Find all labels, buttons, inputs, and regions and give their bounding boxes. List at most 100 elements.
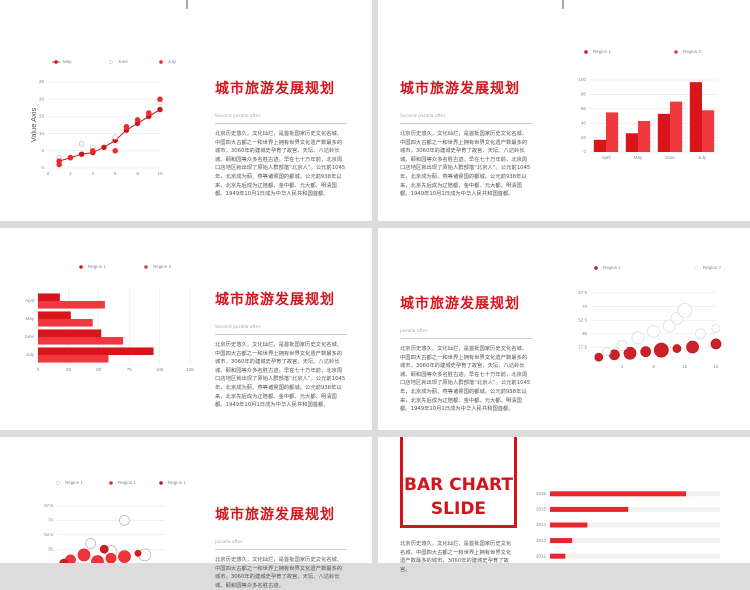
slide-body: 北京历史悠久，文化灿烂，是首批国家历史文化名城、中国四大古都之一和世界上拥有世界… [215, 342, 346, 409]
y-tick-label: 60 [581, 106, 587, 111]
point [123, 123, 130, 130]
y-tick-label: 2012 [536, 553, 547, 558]
x-tick-label: 0 [47, 171, 50, 176]
y-tick-label: 15 [39, 114, 45, 119]
y-tick-label: 40 [581, 120, 587, 125]
bubble [662, 319, 676, 333]
slide [378, 228, 750, 430]
y-tick-label: 87.5 [44, 503, 53, 508]
slide-subtitle: paralla after [400, 329, 532, 339]
bubble [99, 544, 109, 554]
x-tick-label: 4 [621, 364, 624, 369]
point [157, 96, 163, 102]
bar [550, 553, 566, 559]
slide-title: BAR CHART [404, 475, 513, 495]
y-tick-label: 2014 [536, 522, 547, 527]
bar [38, 293, 60, 301]
x-tick-label: 100 [156, 367, 164, 372]
legend-marker [674, 50, 678, 54]
bar [625, 133, 638, 152]
bar [38, 355, 109, 363]
text-block: 城市旅游发展规划 Second paralla after 北京历史悠久，文化灿… [215, 78, 347, 199]
chart: Region 1 Region 2 17.5 35 52.5 70 87.5 4 8 12 16 [578, 265, 721, 369]
y-tick-label: 25 [39, 79, 45, 84]
x-tick-label: May [634, 155, 643, 160]
point [134, 117, 141, 123]
bubble [616, 340, 628, 351]
y-tick-label: June [24, 334, 34, 339]
slide-body: 北京历史悠久，文化灿烂，是首批国家历史文化名城、中国四大古都之一和世界上拥有世界… [400, 541, 512, 573]
bubble [672, 344, 682, 353]
chart: 2016 2015 2014 2013 2012 [536, 491, 720, 559]
y-tick-label: 52.5 [44, 532, 53, 537]
y-tick-label: May [25, 316, 34, 321]
bar [550, 506, 629, 512]
x-tick-label: 6 [114, 171, 117, 176]
bubble [59, 558, 69, 563]
slide-subtitle: paralla after [215, 540, 347, 550]
legend-label: Region 1 [168, 480, 187, 485]
slide-body: 北京历史悠久，文化灿烂，是首批国家历史文化名城、中国四大古都之一和世界上拥有世界… [400, 346, 531, 413]
slide-title: 城市旅游发展规划 [215, 292, 335, 308]
bubble [118, 550, 131, 563]
legend-marker [159, 60, 163, 64]
slide-title: 城市旅游发展规划 [215, 81, 335, 97]
legend-label: Region 1 [88, 264, 107, 269]
bar [550, 522, 588, 528]
legend-label: Region 1 [593, 49, 612, 54]
slide-subtitle: Second paralla after [400, 114, 532, 124]
bar [593, 139, 606, 152]
bar [689, 82, 702, 152]
point [101, 144, 107, 151]
bubble [119, 515, 130, 526]
legend-marker [144, 265, 148, 269]
x-tick-label: June [665, 155, 675, 160]
y-tick-label: 0 [583, 149, 586, 154]
x-tick-label: 75 [127, 367, 133, 372]
bar [702, 110, 715, 152]
legend-label: July [168, 59, 177, 64]
x-tick-label: 0 [37, 367, 40, 372]
y-tick-label: 2015 [536, 507, 547, 512]
charts: May June July Value Axis 0 5 10 15 20 25 0 2 4 6 8 10 Re… [24, 49, 722, 563]
y-tick-label: July [26, 352, 35, 357]
y-tick-label: 20 [39, 96, 45, 101]
bubble [647, 325, 660, 338]
legend-marker [159, 481, 163, 485]
x-tick-label: April [601, 155, 610, 160]
x-tick-label: 8 [652, 364, 655, 369]
x-tick-label: 10 [157, 171, 163, 176]
x-tick-label: 16 [713, 364, 719, 369]
x-tick-label: 12 [682, 364, 688, 369]
slide-title: 城市旅游发展规划 [400, 81, 520, 97]
point [56, 158, 62, 164]
bar [550, 538, 573, 544]
slide-body: 北京历史悠久，文化灿烂，是首批国家历史文化名城、中国四大古都之一和世界上拥有世界… [215, 131, 346, 198]
y-tick-label: 2013 [536, 538, 547, 543]
y-tick-label: 52.5 [578, 317, 587, 322]
bar-track [550, 538, 720, 544]
title-frame: BAR CHART SLIDE [400, 437, 517, 528]
bar [670, 101, 683, 152]
x-tick-label: 4 [92, 171, 95, 176]
bubble [594, 352, 604, 362]
slide [0, 437, 372, 563]
chart: Region 1 Region 2 0 25 50 75 100 125 April May Jun… [24, 264, 194, 372]
slide [378, 0, 750, 221]
bubble [694, 328, 706, 340]
y-tick-label: 5 [41, 148, 44, 153]
bubble [623, 346, 637, 360]
point [67, 154, 74, 161]
bubble [711, 323, 721, 333]
bar [638, 121, 651, 152]
text-block: 北京历史悠久，文化灿烂，是首批国家历史文化名城、中国四大古都之一和世界上拥有世界… [400, 540, 512, 574]
series-line [59, 109, 161, 162]
legend-label: Region 2 [683, 49, 702, 54]
x-tick-label: 125 [186, 367, 194, 372]
point [146, 110, 152, 116]
text-block: 城市旅游发展规划 Second paralla after 北京历史悠久，文化灿… [215, 289, 347, 410]
legend-label: May [63, 59, 72, 64]
slide-body: 北京历史悠久，文化灿烂，是首批国家历史文化名城、中国四大古都之一和世界上拥有世界… [400, 131, 531, 198]
y-tick-label: 0 [41, 165, 44, 170]
